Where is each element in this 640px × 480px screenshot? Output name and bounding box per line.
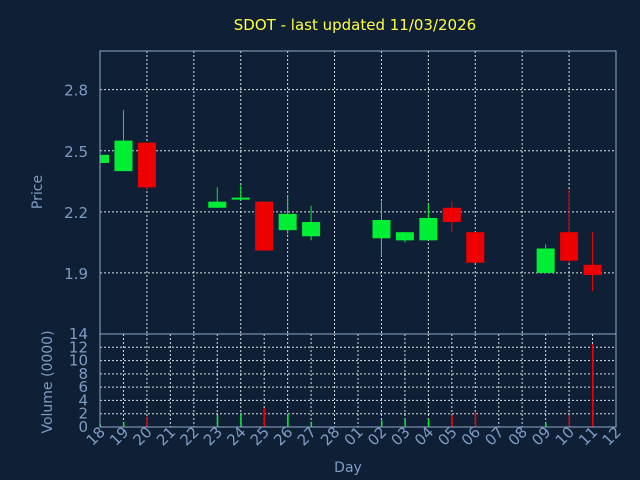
volume-bar	[592, 343, 594, 427]
candle-body	[536, 248, 555, 273]
volume-plot-border	[99, 333, 617, 428]
candle-body	[255, 201, 274, 251]
candle-body	[137, 142, 156, 188]
x-axis: 1819202122232425262728010203040506070809…	[83, 423, 625, 449]
volume-bar	[380, 420, 383, 427]
candle-body	[100, 154, 109, 163]
price-tick-label: 1.9	[64, 265, 88, 283]
volume-tick-label: 6	[78, 378, 88, 396]
candle-body	[442, 207, 461, 223]
candle-body	[395, 232, 414, 241]
volume-bar	[545, 423, 547, 427]
volume-bar	[474, 412, 477, 427]
volume-bar	[240, 413, 242, 427]
price-axis-label: Price	[30, 175, 46, 209]
volume-bar	[263, 408, 266, 427]
volume-tick-label: 10	[69, 352, 88, 370]
day-axis-label: Day	[334, 460, 362, 476]
candle-body	[560, 232, 579, 261]
candle-body	[302, 222, 321, 237]
volume-bar	[146, 417, 148, 427]
price-tick-label: 2.8	[64, 82, 88, 100]
candle-body	[208, 201, 227, 208]
chart-title: SDOT - last updated 11/03/2026	[234, 16, 476, 34]
price-tick-label: 2.2	[64, 204, 88, 222]
candle-body	[231, 197, 250, 200]
candle-body	[372, 219, 391, 239]
candle-body	[419, 217, 438, 241]
candle-body	[583, 264, 602, 275]
volume-tick-label: 8	[78, 365, 88, 383]
candle-body	[466, 232, 485, 263]
volume-tick-label: 4	[78, 391, 88, 409]
volume-bar	[287, 413, 289, 427]
volume-axis-label: Volume (0000)	[40, 330, 56, 433]
volume-tick-label: 14	[69, 325, 88, 343]
volume-bar	[568, 415, 571, 427]
candle-body	[278, 213, 297, 231]
volume-bar	[404, 419, 406, 427]
price-panel: 1.9 2.2 2.5 2.8	[64, 50, 617, 335]
volume-tick-label: 12	[69, 338, 88, 356]
volume-bar	[451, 415, 453, 427]
volume-bar	[310, 421, 313, 427]
candle-body	[114, 140, 133, 172]
volume-tick-label: 2	[78, 405, 88, 423]
volume-bar	[427, 419, 430, 427]
volume-bar	[216, 415, 219, 427]
price-tick-label: 2.5	[64, 143, 88, 161]
volume-tick-label: 0	[78, 418, 88, 436]
volume-bar	[122, 421, 125, 427]
